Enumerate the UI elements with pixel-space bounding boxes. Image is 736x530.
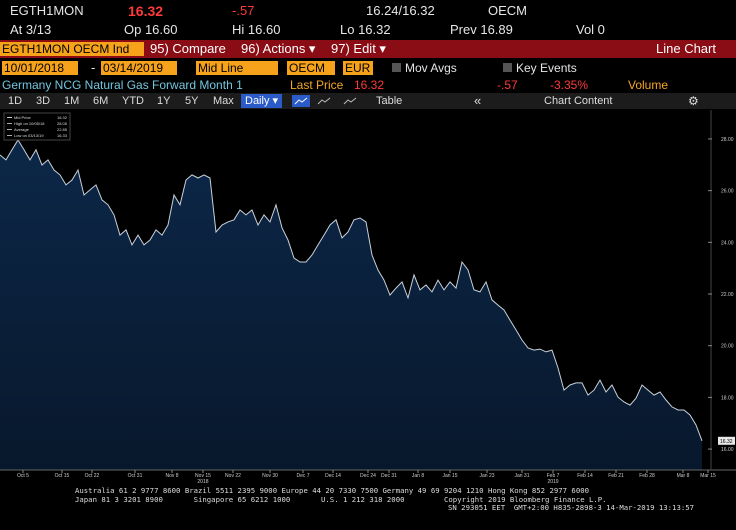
range-button[interactable]: 3D [36, 95, 51, 107]
menu-bar [0, 40, 736, 58]
x-tick-label: Oct 31 [128, 473, 143, 479]
change-pct: -3.35% [550, 78, 589, 92]
change: -.57 [497, 78, 518, 92]
x-tick-label: Feb 14 [577, 473, 593, 479]
x-tick-label: Jan 31 [514, 473, 529, 479]
low: Lo 16.32 [340, 22, 391, 37]
footer-line: Japan 81 3 3201 8900 Singapore 65 6212 1… [75, 495, 607, 504]
x-tick-label: Feb 21 [608, 473, 624, 479]
range-button[interactable]: 1Y [157, 95, 171, 107]
change: -.57 [232, 3, 255, 18]
bid-ask: 16.24/16.32 [366, 3, 435, 18]
y-tick-label: 28.00 [721, 137, 734, 143]
area-fill [0, 140, 702, 470]
x-tick-label: Jan 15 [442, 473, 457, 479]
prev: Prev 16.89 [450, 22, 513, 37]
volume: Vol 0 [576, 22, 605, 37]
x-tick-label: Nov 30 [262, 473, 278, 479]
chart: 16.00 18.00 20.00 22.00 24.00 26.00 28.00 Oct 5… [0, 110, 736, 488]
option[interactable]: Key Events [516, 61, 577, 75]
ticker: EGTH1MON [10, 3, 84, 18]
x-tick-label: Mar 15 [700, 473, 716, 479]
last-price: 16.32 [354, 78, 385, 92]
y-tick-label: 18.00 [721, 395, 734, 401]
open: Op 16.60 [124, 22, 178, 37]
legend-value: 16.33 [57, 133, 68, 138]
x-tick-label: Jan 8 [412, 473, 424, 479]
range-button[interactable]: 5Y [185, 95, 199, 107]
x-tick-label: Dec 7 [296, 473, 309, 479]
x-tick-label: Nov 22 [225, 473, 241, 479]
currency-select[interactable]: EUR [343, 61, 373, 75]
price-line [0, 139, 703, 441]
view-name: Line Chart [656, 41, 716, 56]
end-date[interactable]: 03/14/2019 [101, 61, 177, 75]
x-tick-label: Feb 28 [639, 473, 655, 479]
toolbar [0, 93, 736, 109]
menu-item[interactable]: 96) Actions ▾ [241, 41, 316, 56]
checkbox[interactable] [503, 63, 512, 72]
x-tick-label: Dec 14 [325, 473, 341, 479]
y-tick-label: 16.00 [721, 447, 734, 453]
y-tick-label: 20.00 [721, 344, 734, 350]
legend-name: Mid Price [14, 115, 31, 120]
chart-content-button[interactable]: Chart Content [544, 95, 613, 107]
source: OECM [488, 3, 527, 18]
legend-value: 28.05 [57, 121, 68, 126]
security-field[interactable]: EGTH1MON OECM Ind [0, 42, 144, 56]
volume-label: Volume [628, 78, 669, 92]
y-tick-label: 26.00 [721, 189, 734, 195]
tool-icons[interactable] [292, 95, 382, 107]
range-button[interactable]: 1D [8, 95, 23, 107]
legend-box [3, 112, 71, 141]
range-button[interactable]: YTD [122, 95, 144, 107]
settings-icon[interactable]: ⚙ [688, 94, 699, 108]
range-button[interactable]: Max [213, 95, 234, 107]
checkbox[interactable] [392, 63, 401, 72]
legend-name: High on 10/05/18 [14, 121, 45, 126]
last-price-tag-label: 16.32 [720, 439, 733, 445]
x-tick-label: Nov 8 [165, 473, 178, 479]
legend-name: Average [14, 127, 30, 132]
menu-item[interactable]: 95) Compare [150, 41, 226, 56]
as-of: At 3/13 [10, 22, 52, 37]
legend-name: Low on 03/13/19 [14, 133, 44, 138]
last-price-tag [718, 436, 735, 445]
range-button[interactable]: 1M [64, 95, 80, 107]
x-tick-label: Oct 22 [85, 473, 100, 479]
frequency-select[interactable]: Daily ▾ [241, 94, 283, 108]
start-date[interactable]: 10/01/2018 [2, 61, 78, 75]
high: Hi 16.60 [232, 22, 281, 37]
x-tick-label: Jan 23 [480, 473, 495, 479]
x-tick-label: Oct 5 [17, 473, 29, 479]
source-select[interactable]: OECM [287, 61, 335, 75]
x-tick-label: Feb 7 [547, 473, 560, 479]
footer-line: Australia 61 2 9777 8600 Brazil 5511 239… [75, 486, 589, 495]
footer-line: SN 293051 EET GMT+2:00 H835-2898-3 14-Ma… [448, 503, 695, 512]
option[interactable]: Mov Avgs [405, 61, 457, 75]
x-tick-label: Mar 8 [677, 473, 690, 479]
y-tick-label: 24.00 [721, 240, 734, 246]
x-tick-label: Oct 15 [55, 473, 70, 479]
field-select[interactable]: Mid Line [196, 61, 278, 75]
legend-value: 22.85 [57, 127, 68, 132]
last-price: 16.32 [128, 3, 164, 19]
year-label: 2019 [547, 479, 558, 485]
security-name: Germany NCG Natural Gas Forward Month 1 [2, 78, 243, 92]
year-label: 2018 [197, 479, 208, 485]
x-tick-label: Dec 24 [360, 473, 376, 479]
x-tick-label: Dec 31 [381, 473, 397, 479]
legend-value: 16.32 [57, 115, 68, 120]
date-separator: - [91, 60, 96, 75]
last-price-label: Last Price [290, 78, 344, 92]
y-tick-label: 22.00 [721, 292, 734, 298]
range-button[interactable]: 6M [93, 95, 109, 107]
x-tick-label: Nov 15 [195, 473, 211, 479]
menu-item[interactable]: 97) Edit ▾ [331, 41, 386, 56]
collapse-button[interactable]: « [474, 93, 482, 108]
table-button[interactable]: Table [376, 95, 403, 107]
